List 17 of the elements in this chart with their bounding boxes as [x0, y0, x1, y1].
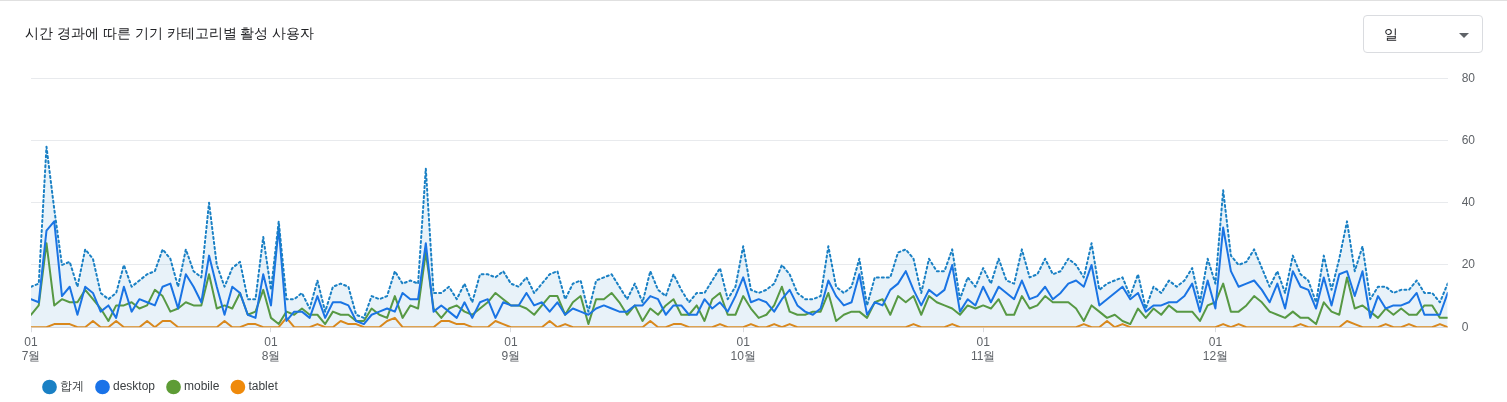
legend-label: desktop [113, 379, 156, 394]
y-tick-label: 20 [1461, 257, 1476, 272]
x-tick-label: 01 10월 [730, 334, 756, 364]
legend-label: 합계 [60, 379, 84, 394]
text: 일 [1384, 26, 1398, 44]
x-tick-label: 01 9월 [501, 334, 521, 364]
x-tick-label: 01 11월 [970, 334, 996, 364]
x-tick-label: 01 7월 [21, 334, 41, 364]
x-tick-label: 01 12월 [1202, 334, 1229, 364]
y-tick-label: 0 [1461, 319, 1469, 334]
legend-label: mobile [184, 379, 220, 394]
x-tick-label: 01 8월 [261, 334, 281, 364]
legend-label: tablet [248, 379, 279, 394]
y-tick-label: 60 [1461, 132, 1476, 147]
chart-title: 시간 경과에 따른 기기 카테고리별 활성 사용자 [25, 25, 315, 43]
y-tick-label: 40 [1461, 195, 1476, 210]
y-tick-label: 80 [1461, 70, 1476, 85]
